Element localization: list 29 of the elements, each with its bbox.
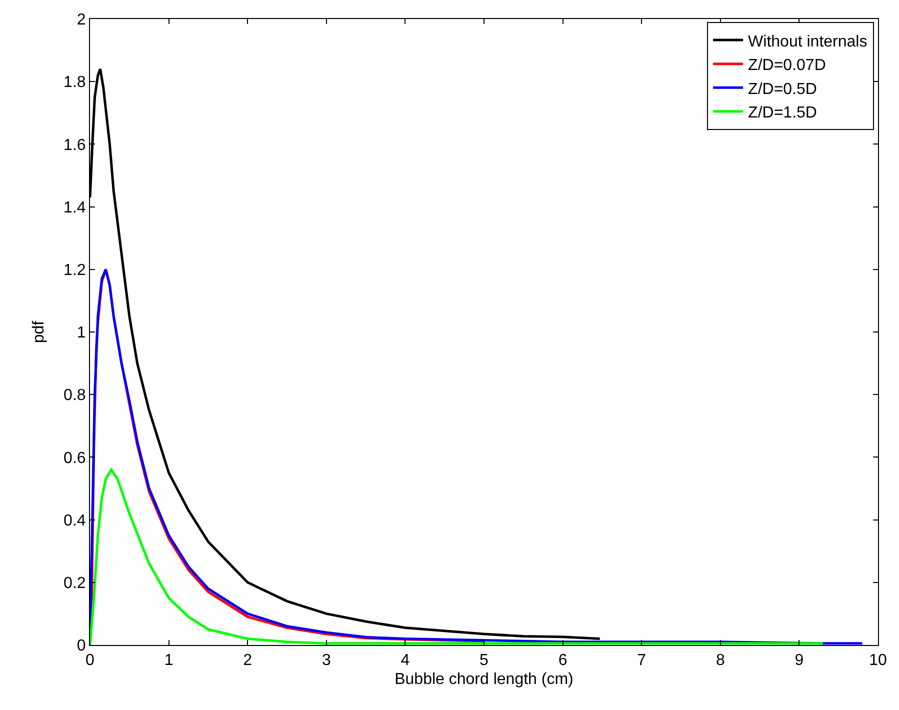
x-tick-label: 8	[716, 652, 725, 670]
x-tick-label: 2	[243, 652, 252, 670]
line-series	[90, 468, 824, 645]
y-tick-label: 1.2	[64, 262, 86, 279]
x-tick-label: 3	[322, 652, 331, 670]
y-tick-label: 0	[76, 638, 86, 655]
legend-label: Without internals	[748, 33, 868, 50]
x-axis-title: Bubble chord length (cm)	[394, 670, 574, 688]
x-tick-label: 10	[869, 652, 887, 670]
x-tick-label: 6	[558, 652, 568, 670]
line-series	[90, 268, 864, 645]
legend-label: Z/D=1.5D	[748, 104, 817, 122]
x-tick-label: 5	[480, 652, 489, 670]
y-tick-label: 0.2	[64, 575, 86, 592]
y-tick-label: 1	[76, 324, 86, 342]
y-tick-label: 1.4	[64, 199, 86, 216]
x-tick-label: 7	[637, 652, 646, 670]
x-tick-label: 1	[164, 652, 174, 670]
y-tick-label: 1.8	[64, 74, 86, 92]
legend-label: Z/D=0.5D	[748, 80, 817, 98]
y-tick-label: 0.8	[64, 387, 86, 404]
y-tick-label: 1.6	[64, 136, 86, 154]
legend-label: Z/D=0.07D	[748, 57, 826, 74]
y-tick-label: 0.6	[64, 450, 86, 467]
y-axis-title: pdf	[30, 320, 48, 344]
x-tick-label: 9	[794, 652, 804, 670]
y-tick-label: 0.4	[64, 512, 86, 530]
x-tick-label: 4	[400, 652, 410, 670]
y-tick-label: 2	[76, 12, 86, 29]
